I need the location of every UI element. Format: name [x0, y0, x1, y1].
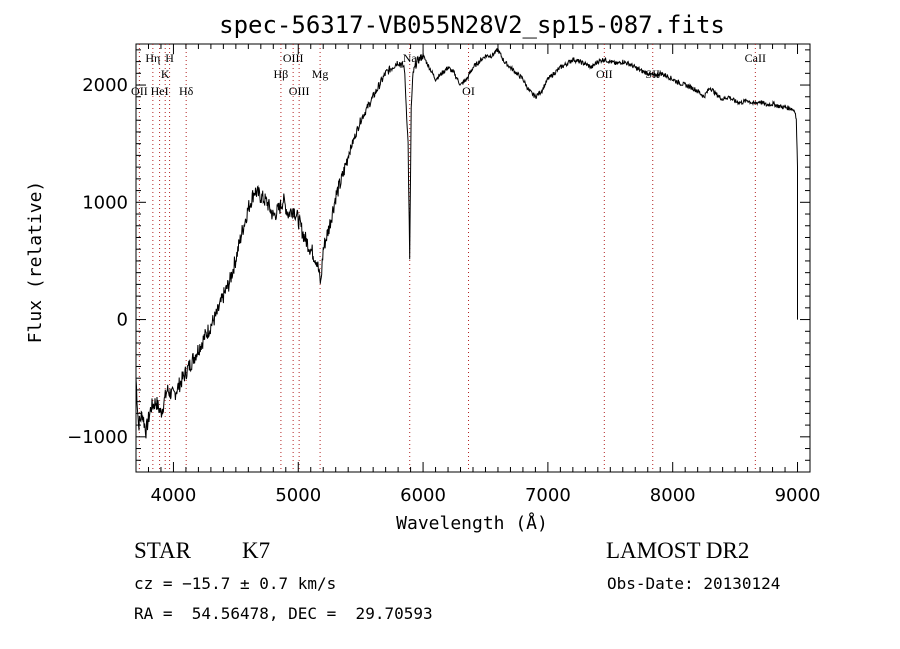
spectral-line-label: K [161, 67, 170, 81]
y-axis-title: Flux (relative) [25, 181, 46, 344]
survey-label: LAMOST DR2 [606, 538, 750, 563]
y-tick-label: −1000 [67, 427, 128, 448]
spectral-line-label: Hη [145, 51, 160, 65]
x-tick-label: 6000 [400, 485, 446, 506]
spectral-line-label: HeI [151, 84, 169, 98]
coordinates: RA = 54.56478, DEC = 29.70593 [134, 604, 433, 623]
object-class: STAR [134, 538, 191, 563]
spectral-line-label: OII [596, 67, 613, 81]
spectral-line-label: OIII [289, 84, 310, 98]
plot-frame [135, 43, 811, 473]
x-axis: 4000 5000 6000 7000 8000 9000 [135, 44, 821, 506]
spectral-line-label: Na [403, 51, 418, 65]
spectral-line-label: OI [462, 84, 475, 98]
object-subclass: K7 [242, 538, 271, 563]
chart-title: spec-56317-VB055N28V2_sp15-087.fits [219, 11, 725, 39]
spectral-line-label: H [165, 51, 174, 65]
y-tick-label: 1000 [82, 192, 128, 213]
x-axis-title: Wavelength (Å) [396, 512, 548, 534]
x-tick-label: 7000 [525, 485, 571, 506]
obs-date: Obs-Date: 20130124 [607, 574, 781, 593]
spectral-line-label: OII [131, 84, 148, 98]
x-tick-label: 8000 [650, 485, 696, 506]
y-tick-label: 2000 [82, 75, 128, 96]
spectral-line-markers [138, 44, 756, 472]
plot-border [135, 43, 811, 473]
x-tick-label: 5000 [275, 485, 321, 506]
y-tick-label: 0 [117, 310, 128, 331]
spectral-line-label: OIII [283, 51, 304, 65]
x-tick-label: 9000 [775, 485, 821, 506]
spectral-line-label: Hδ [179, 84, 194, 98]
spectral-line-label: Hβ [274, 67, 289, 81]
spectral-line-label: Mg [312, 67, 329, 81]
y-axis: −1000 0 1000 2000 [67, 49, 810, 473]
x-tick-label: 4000 [151, 485, 197, 506]
spectrum-series [135, 47, 798, 439]
redshift-readout: cz = −15.7 ± 0.7 km/s [134, 574, 337, 593]
spectral-line-label: CaII [745, 51, 766, 65]
